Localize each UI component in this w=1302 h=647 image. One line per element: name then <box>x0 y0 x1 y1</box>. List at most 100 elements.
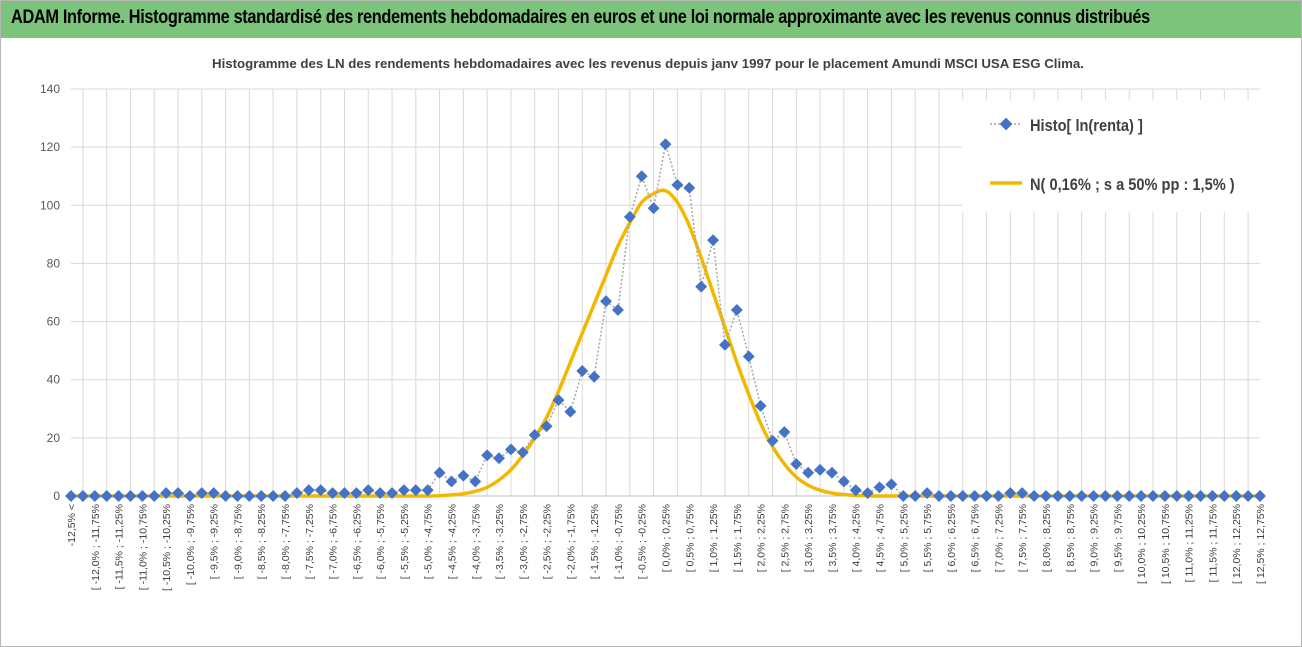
histo-point <box>326 487 339 500</box>
x-tick-label: [ 1,5% ; 1,75% <box>732 504 744 572</box>
histo-point <box>124 490 137 502</box>
histo-point <box>1158 490 1171 502</box>
x-tick-label: [ -8,0% ; -7,75% <box>280 504 292 579</box>
histo-point <box>944 490 957 502</box>
histo-point <box>1230 490 1243 502</box>
x-tick-label: [ 3,0% ; 3,25% <box>803 504 815 572</box>
legend-background <box>962 100 1272 212</box>
histo-point <box>219 490 232 502</box>
histo-point <box>552 394 565 407</box>
histo-point <box>600 295 612 308</box>
header-banner: ADAM Informe. Histogramme standardisé de… <box>1 1 1301 38</box>
x-axis: -12,5% < [ -12,0% ; -11,75% [ -11,5% ; -11… <box>66 504 1267 591</box>
histo-point <box>88 490 101 502</box>
x-tick-label: [ 5,5% ; 5,75% <box>922 504 934 572</box>
histo-point <box>528 429 541 441</box>
x-tick-label: [ 8,5% ; 8,75% <box>1065 504 1077 572</box>
histo-point <box>635 170 648 183</box>
histo-point <box>921 487 934 500</box>
x-tick-label: [ 8,0% ; 8,25% <box>1041 504 1053 572</box>
histo-point <box>612 304 624 316</box>
histo-point <box>1206 490 1219 502</box>
x-tick-label: [ 3,5% ; 3,75% <box>827 504 839 572</box>
histo-point <box>671 178 684 191</box>
x-tick-label: [ 4,5% ; 4,75% <box>875 504 887 572</box>
histo-point <box>457 469 470 482</box>
histo-point <box>374 487 387 500</box>
histo-point <box>956 490 969 502</box>
x-tick-label: [ 11,0% ; 11,25% <box>1184 504 1196 582</box>
x-tick-label: [ 0,5% ; 0,75% <box>684 504 696 572</box>
histo-point <box>564 405 577 418</box>
chart-title: Histogramme des LN des rendements hebdom… <box>212 57 1084 71</box>
histo-point <box>707 234 719 247</box>
histo-point <box>433 466 446 479</box>
histo-point <box>397 484 410 497</box>
x-tick-label: [ 7,5% ; 7,75% <box>1017 504 1029 572</box>
histo-point <box>350 487 363 500</box>
legend: Histo[ ln(renta) ] N( 0,16% ; s a 50% pp… <box>962 100 1272 212</box>
histo-point <box>837 475 850 488</box>
y-tick-label: 100 <box>40 198 60 212</box>
histo-point <box>267 490 280 502</box>
plot-area <box>65 138 1266 502</box>
x-tick-label: [ -11,0% ; -10,75% <box>137 504 149 590</box>
legend-histo-label: Histo[ ln(renta) ] <box>1030 117 1143 135</box>
histo-point <box>148 490 161 502</box>
histo-point <box>231 490 244 502</box>
histo-point <box>136 490 149 502</box>
histo-point <box>1004 487 1017 500</box>
histo-point <box>255 490 268 502</box>
x-tick-label: [ 9,0% ; 9,25% <box>1089 504 1101 572</box>
x-tick-label: [ -9,5% ; -9,25% <box>209 504 221 579</box>
histo-point <box>445 475 458 488</box>
histo-point <box>992 490 1005 502</box>
x-tick-label: [ -6,5% ; -6,25% <box>351 504 363 579</box>
histo-point <box>909 490 922 502</box>
histo-point <box>647 202 660 215</box>
histo-point <box>730 304 743 316</box>
x-tick-label: [ -6,0% ; -5,75% <box>375 504 387 579</box>
x-tick-label: [ 11,5% ; 11,75% <box>1207 504 1219 582</box>
histo-point <box>421 484 434 497</box>
x-tick-label: [ 5,0% ; 5,25% <box>898 504 910 572</box>
histo-point <box>1051 490 1064 502</box>
x-tick-label: [ -9,0% ; -8,75% <box>232 504 244 579</box>
y-axis: 0 20 40 60 80 100 120 140 <box>40 82 60 503</box>
histo-point <box>897 490 910 502</box>
histo-point <box>481 449 494 462</box>
x-tick-label: [ 10,0% ; 10,25% <box>1136 504 1148 584</box>
histo-point <box>754 399 767 412</box>
histo-point <box>362 484 375 497</box>
histo-point <box>742 350 755 363</box>
histo-point <box>279 490 291 502</box>
histo-point <box>683 181 696 194</box>
histo-point <box>1111 490 1124 502</box>
histo-point <box>588 370 601 383</box>
histo-point <box>302 484 315 497</box>
x-tick-label: [ 4,0% ; 4,25% <box>851 504 863 572</box>
histo-point <box>873 481 886 494</box>
legend-normal-label: N( 0,16% ; s a 50% pp : 1,5% ) <box>1030 176 1235 194</box>
x-tick-label: [ -2,0% ; -1,75% <box>565 504 577 579</box>
histo-point <box>493 452 505 465</box>
y-tick-label: 140 <box>40 82 60 96</box>
x-tick-label: [ -7,5% ; -7,25% <box>304 504 316 579</box>
x-tick-label: [ -3,5% ; -3,25% <box>494 504 506 579</box>
histo-point <box>1147 490 1159 502</box>
histo-point <box>1028 490 1041 502</box>
histo-point <box>76 490 89 502</box>
y-tick-label: 120 <box>40 140 60 154</box>
histo-point <box>386 487 398 500</box>
histo-point <box>790 458 803 470</box>
banner-title: ADAM Informe. Histogramme standardisé de… <box>11 7 1150 28</box>
histo-point <box>338 487 351 500</box>
y-tick-label: 20 <box>47 431 61 445</box>
histo-point <box>409 484 422 497</box>
histo-point <box>314 484 327 497</box>
histo-point <box>802 466 815 479</box>
x-tick-label: [ -2,5% ; -2,25% <box>542 504 554 579</box>
x-tick-label: [ 0,0% ; 0,25% <box>661 504 673 572</box>
histo-point <box>1254 490 1266 502</box>
